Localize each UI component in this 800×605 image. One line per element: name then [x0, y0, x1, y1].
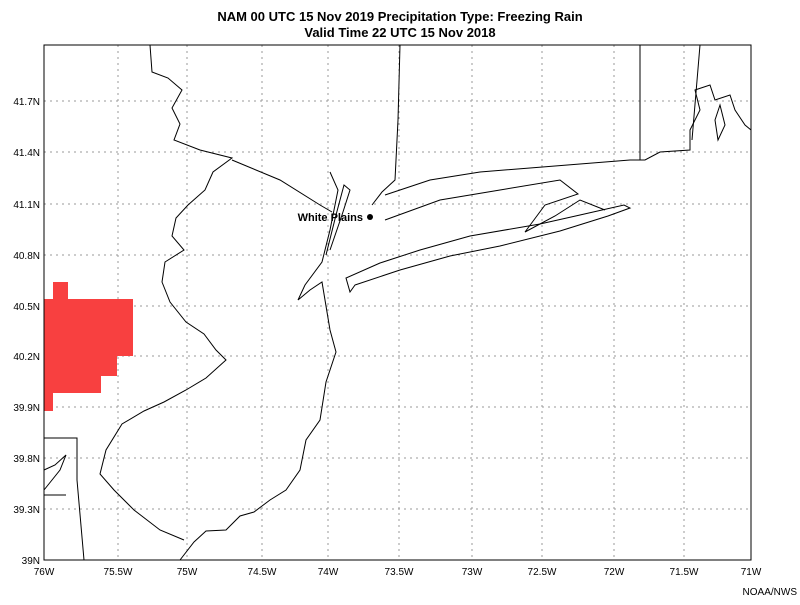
x-label: 72W: [604, 567, 625, 578]
y-label: 40.2N: [13, 352, 40, 363]
coastlines: [43, 44, 752, 561]
subtitle: Valid Time 22 UTC 15 Nov 2018: [304, 25, 495, 40]
y-label: 41.4N: [13, 148, 40, 159]
y-label: 39N: [22, 556, 40, 567]
title: NAM 00 UTC 15 Nov 2019 Precipitation Typ…: [217, 9, 582, 24]
y-label: 41.7N: [13, 97, 40, 108]
axis-labels: 41.7N 41.4N 41.1N 40.8N 40.5N 40.2N 39.9N 39.8N…: [13, 97, 762, 578]
x-label: 73.5W: [385, 567, 414, 578]
x-label: 75W: [177, 567, 198, 578]
city-label: White Plains: [298, 212, 363, 224]
x-label: 74W: [318, 567, 339, 578]
y-label: 40.8N: [13, 251, 40, 262]
city-marker: [367, 214, 373, 220]
x-label: 73W: [462, 567, 483, 578]
x-label: 71.5W: [670, 567, 699, 578]
y-label: 39.9N: [13, 403, 40, 414]
map-frame: [43, 44, 752, 561]
grid: [44, 45, 751, 560]
x-label: 76W: [34, 567, 55, 578]
x-label: 71W: [741, 567, 762, 578]
y-label: 40.5N: [13, 302, 40, 313]
freezing-rain-area: [44, 282, 133, 411]
y-label: 41.1N: [13, 200, 40, 211]
y-label: 39.8N: [13, 454, 40, 465]
x-label: 74.5W: [248, 567, 277, 578]
credit: NOAA/NWS: [743, 587, 798, 598]
x-label: 72.5W: [528, 567, 557, 578]
x-label: 75.5W: [104, 567, 133, 578]
y-label: 39.3N: [13, 505, 40, 516]
